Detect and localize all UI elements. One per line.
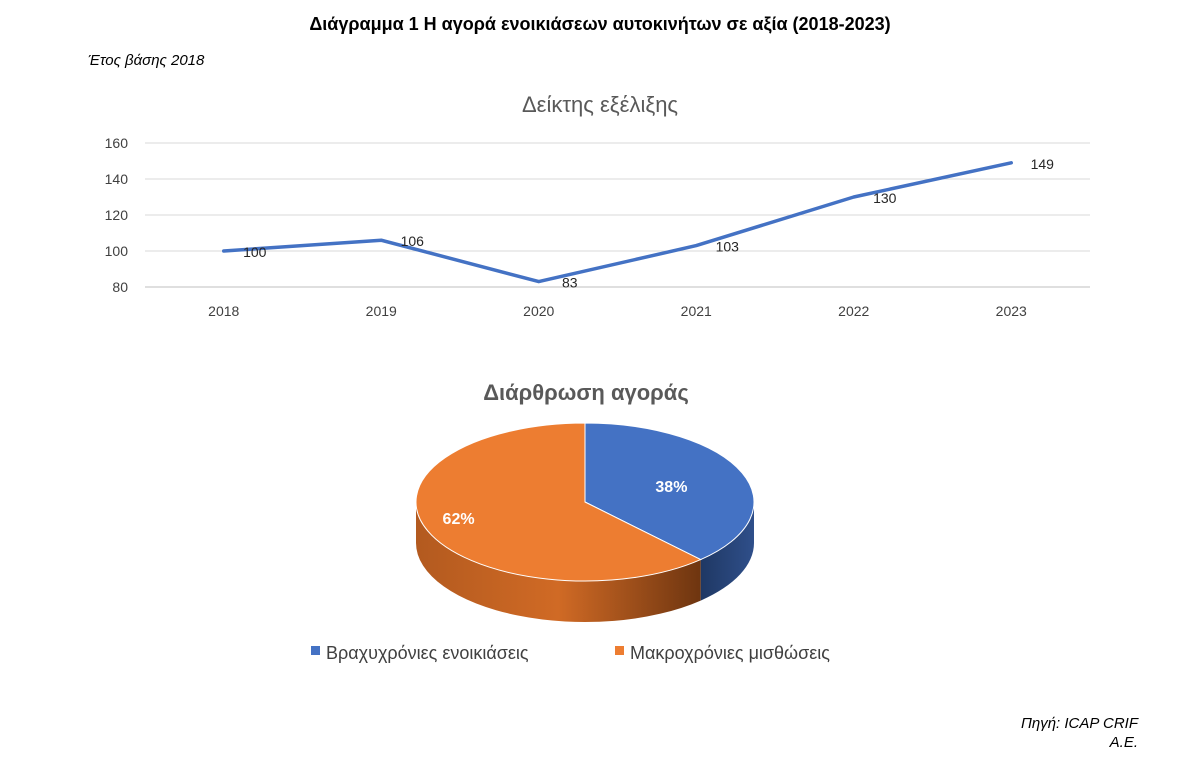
y-tick-label: 140 [105,171,129,187]
base-year-note: Έτος βάσης 2018 [88,52,205,69]
pie-3d-sides [416,502,754,623]
pie-slice-side [416,502,701,623]
line-chart: Δείκτης εξέλιξης 80 100 120 140 160 2018 2019… [105,92,1090,319]
source-line-1: Πηγή: ICAP CRIF [1021,715,1138,732]
x-tick-label: 2018 [208,303,239,319]
pie-legend: Βραχυχρόνιες ενοικιάσεις Μακροχρόνιες μισ… [311,643,830,663]
legend-swatch [615,646,624,655]
pie-slices [415,422,755,582]
x-tick-label: 2022 [838,303,869,319]
line-chart-series [222,161,1013,284]
data-label: 83 [562,275,578,291]
pie-chart-title: Διάρθρωση αγοράς [483,380,689,405]
line-chart-data-labels: 100 106 83 103 130 149 [243,156,1054,291]
pie-data-label: 62% [443,511,475,528]
source-note: Πηγή: ICAP CRIF Α.Ε. [1021,714,1138,752]
x-tick-label: 2023 [996,303,1027,319]
x-tick-label: 2021 [681,303,712,319]
y-tick-label: 100 [105,243,129,259]
pie-data-label: 38% [655,479,687,496]
line-chart-y-axis: 80 100 120 140 160 [105,135,129,295]
data-label: 106 [401,233,425,249]
line-chart-gridlines [145,142,1090,288]
data-label: 100 [243,244,267,260]
legend-swatch [311,646,320,655]
x-tick-label: 2019 [366,303,397,319]
line-chart-x-axis: 2018 2019 2020 2021 2022 2023 [208,303,1027,319]
data-label: 130 [873,190,897,206]
main-title: Διάγραμμα 1 Η αγορά ενοικιάσεων αυτοκινή… [309,14,891,34]
pie-data-labels: 38% 62% [443,479,688,528]
pie-slice [415,422,702,582]
legend-label: Μακροχρόνιες μισθώσεις [630,643,830,663]
source-line-2: Α.Ε. [1109,734,1138,751]
legend-label: Βραχυχρόνιες ενοικιάσεις [326,643,529,663]
y-tick-label: 80 [112,279,128,295]
data-label: 103 [716,239,740,255]
y-tick-label: 160 [105,135,129,151]
series-line [222,161,1013,284]
line-chart-title: Δείκτης εξέλιξης [522,92,678,117]
data-label: 149 [1031,156,1055,172]
y-tick-label: 120 [105,207,129,223]
pie-slice-side [700,502,754,601]
pie-chart: Διάρθρωση αγοράς 38% 62% Βραχυχρόνιες ενο… [311,380,830,663]
x-tick-label: 2020 [523,303,554,319]
pie-slice [584,422,755,561]
